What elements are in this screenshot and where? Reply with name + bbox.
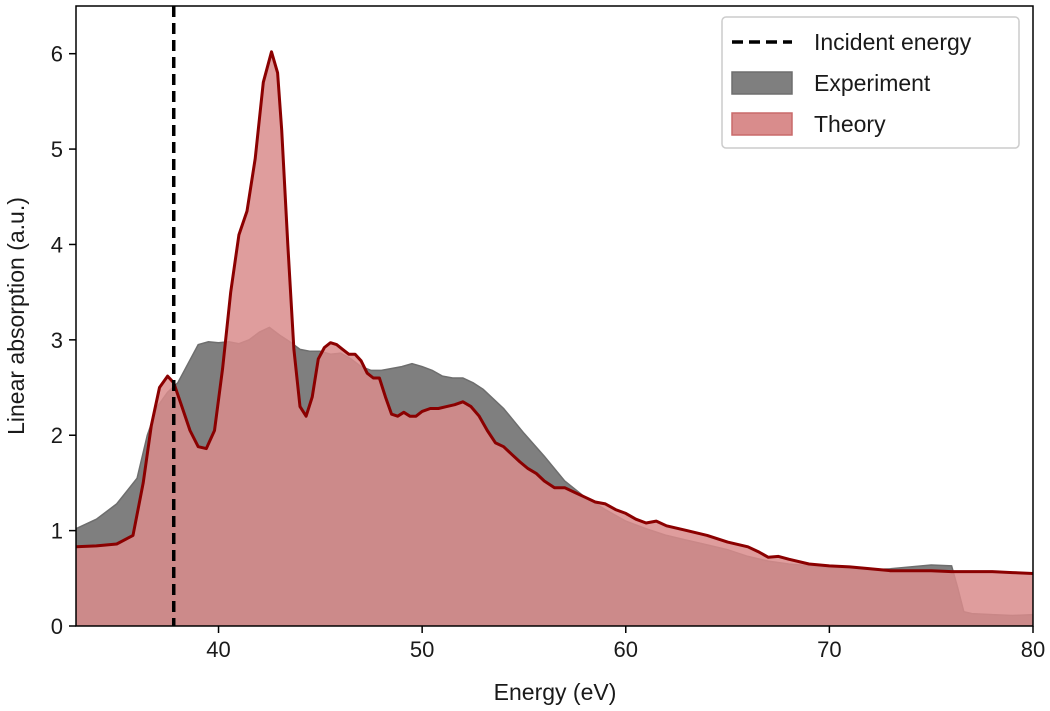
x-tick-label-70: 70	[817, 637, 841, 662]
x-tick-label-60: 60	[614, 637, 638, 662]
x-tick-label-40: 40	[206, 637, 230, 662]
plot-area	[76, 6, 1033, 626]
y-tick-label-3: 3	[51, 328, 63, 353]
x-axis-label: Energy (eV)	[494, 679, 617, 705]
x-tick-label-80: 80	[1021, 637, 1045, 662]
legend-label-theory: Theory	[814, 111, 886, 137]
x-tick-label-50: 50	[410, 637, 434, 662]
theory-area	[76, 51, 1033, 626]
legend: Incident energy Experiment Theory	[721, 16, 1020, 149]
y-tick-label-0: 0	[51, 614, 63, 639]
legend-marker-theory	[731, 112, 793, 136]
y-tick-label-2: 2	[51, 423, 63, 448]
axes-layer: 40 50 60 70 80 0 1 2 3 4 5 6	[51, 5, 1045, 662]
y-axis-label: Linear absorption (a.u.)	[3, 197, 29, 435]
y-tick-label-1: 1	[51, 519, 63, 544]
legend-label-experiment: Experiment	[814, 70, 931, 96]
plot-layer	[76, 6, 1033, 626]
legend-label-incident-energy: Incident energy	[814, 29, 972, 55]
legend-marker-experiment	[731, 71, 793, 95]
y-tick-label-4: 4	[51, 232, 63, 257]
plot-frame	[75, 5, 1034, 627]
legend-box	[721, 16, 1020, 149]
y-tick-label-5: 5	[51, 137, 63, 162]
y-tick-label-6: 6	[51, 42, 63, 67]
theory-line	[76, 50, 1033, 575]
